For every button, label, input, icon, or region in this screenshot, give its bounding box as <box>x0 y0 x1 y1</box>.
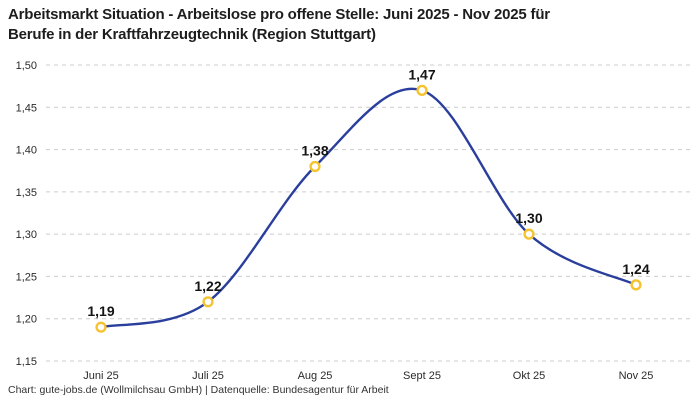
chart-title-line2: Berufe in der Kraftfahrzeugtechnik (Regi… <box>8 26 376 43</box>
trend-line <box>99 87 638 329</box>
y-axis-tick-label: 1,20 <box>16 314 37 326</box>
chart-credit: Chart: gute-jobs.de (Wollmilchsau GmbH) … <box>8 384 389 396</box>
data-point-value-label: 1,38 <box>301 142 328 158</box>
x-axis-labels-group: Juni 25 Juli 25 Aug 25 Sept 25 Okt 25 Nov 25 <box>83 370 653 382</box>
data-point-marker <box>202 296 214 308</box>
data-point-marker <box>523 228 535 240</box>
gridlines-group <box>46 64 693 362</box>
x-axis-tick-label: Nov 25 <box>619 370 654 382</box>
y-axis-labels-group: 1,50 1,45 1,40 1,35 1,30 1,25 1,20 1,15 <box>16 60 37 368</box>
data-point-marker <box>416 84 428 96</box>
y-axis-tick-label: 1,30 <box>16 229 37 241</box>
point-labels-group: 1,19 1,22 1,38 1,47 1,30 1,24 <box>87 66 649 319</box>
data-point-value-label: 1,19 <box>87 303 114 319</box>
x-axis-tick-label: Sept 25 <box>403 370 441 382</box>
y-axis-tick-label: 1,50 <box>16 60 37 72</box>
x-axis-tick-label: Juni 25 <box>83 370 118 382</box>
x-axis-tick-label: Juli 25 <box>192 370 224 382</box>
x-axis-tick-label: Aug 25 <box>298 370 333 382</box>
y-axis-tick-label: 1,35 <box>16 187 37 199</box>
chart-title: Arbeitsmarkt Situation - Arbeitslose pro… <box>8 5 696 45</box>
y-axis-tick-label: 1,40 <box>16 145 37 157</box>
data-point-value-label: 1,24 <box>622 261 649 277</box>
data-point-value-label: 1,47 <box>408 66 435 82</box>
y-axis-tick-label: 1,25 <box>16 271 37 283</box>
data-point-marker <box>630 279 642 291</box>
data-point-marker <box>95 321 107 333</box>
data-point-value-label: 1,30 <box>515 210 542 226</box>
series-group <box>95 84 642 333</box>
data-point-value-label: 1,22 <box>194 278 221 294</box>
y-axis-tick-label: 1,45 <box>16 102 37 114</box>
x-axis-tick-label: Okt 25 <box>513 370 545 382</box>
chart-title-line1: Arbeitsmarkt Situation - Arbeitslose pro… <box>8 6 550 23</box>
y-axis-tick-label: 1,15 <box>16 356 37 368</box>
data-point-marker <box>309 160 321 173</box>
